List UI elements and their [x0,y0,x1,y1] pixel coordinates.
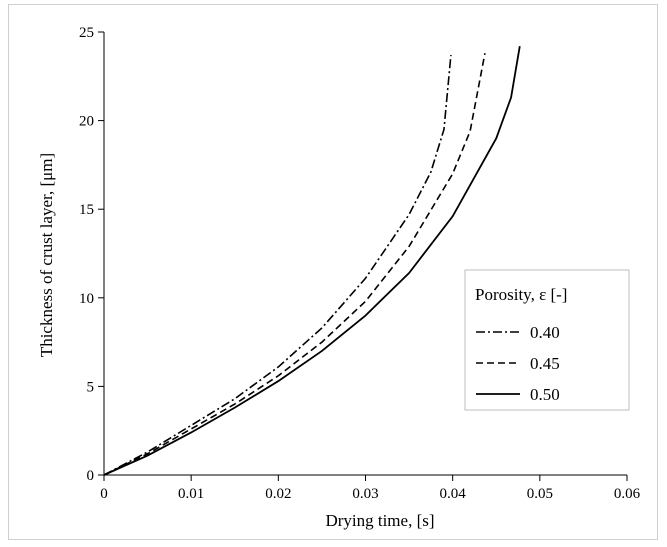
y-axis-title: Thickness of crust layer, [μm] [37,153,56,357]
y-tick-label: 20 [79,114,94,130]
x-tick-label: 0.02 [265,486,291,502]
legend-label: 0.50 [530,385,560,404]
y-tick-label: 25 [79,25,94,41]
series-layer [103,46,521,476]
series-line-0-45 [103,53,486,476]
x-tick-label: 0.01 [178,486,204,502]
legend: Porosity, ε [-] 0.40 0.45 0.50 [464,269,630,411]
legend-label: 0.45 [530,354,560,373]
x-tick-label: 0 [100,486,108,502]
x-tick-label: 0.06 [614,486,641,502]
legend-label: 0.40 [530,323,560,342]
legend-entries: 0.40 0.45 0.50 [476,323,560,404]
y-tick-label: 15 [79,202,94,218]
y-tick-label: 5 [87,379,95,395]
series-line-0-50 [103,46,521,476]
x-tick-label: 0.05 [527,486,553,502]
series-line-0-40 [103,54,452,476]
x-tick-label: 0.03 [352,486,378,502]
y-tick-label: 0 [87,468,95,484]
y-tick-label: 10 [79,291,94,307]
legend-box [464,269,630,411]
tick-marks [98,31,628,481]
tick-labels: 0 0.01 0.02 0.03 0.04 0.05 0.06 0 5 10 15 20 25 [79,25,641,502]
legend-title: Porosity, ε [-] [475,285,567,304]
x-tick-label: 0.04 [440,486,467,502]
x-axis-title: Drying time, [s] [325,511,434,530]
